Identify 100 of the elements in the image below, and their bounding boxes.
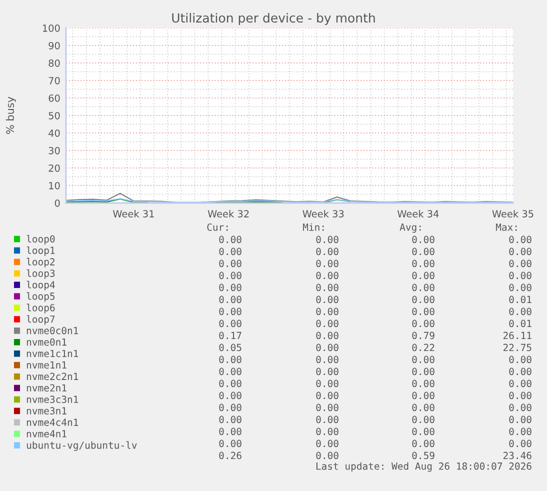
legend-label: nvme3n1 (26, 407, 66, 414)
y-tick-label: 30 (48, 146, 60, 154)
legend-label: loop5 (26, 292, 55, 302)
text: 0.00 (412, 284, 434, 292)
text: 0.00 (219, 260, 242, 268)
text: 0.00 (412, 440, 434, 448)
text: 0.22 (412, 344, 434, 352)
legend-label: nvme3c3n1 (26, 396, 78, 404)
text: 0.00 (219, 296, 242, 304)
legend-label: nvme2n1 (26, 384, 66, 392)
text: 0.00 (509, 284, 532, 292)
text: 0.00 (412, 260, 434, 268)
text: 0.00 (509, 272, 532, 280)
text: 0.00 (412, 356, 434, 364)
text: 0.79 (412, 332, 434, 340)
text: 0.00 (316, 392, 338, 400)
text: Avg: (400, 224, 421, 233)
legend-label: loop7 (26, 315, 55, 325)
x-tick-label: Week 33 (302, 210, 344, 218)
text: 0.00 (509, 368, 532, 376)
text: 0.00 (412, 368, 434, 376)
text: 0.00 (219, 248, 242, 256)
text: 0.00 (316, 272, 338, 280)
text: 0.00 (316, 284, 338, 292)
text: 0.00 (219, 236, 242, 244)
y-tick-label: 60 (48, 94, 60, 102)
text: 0.00 (219, 380, 242, 388)
text: 26.11 (503, 332, 532, 340)
text: 0.00 (316, 356, 338, 364)
legend-label: nvme4n1 (26, 430, 66, 438)
text: 0.00 (509, 392, 532, 400)
text: 0.00 (316, 368, 338, 376)
text: 0.00 (219, 404, 242, 412)
text: 0.00 (316, 452, 338, 460)
text: 0.00 (316, 236, 338, 244)
text: 0.01 (509, 320, 532, 328)
text: Max: (496, 224, 517, 231)
y-axis-title: % busy (6, 96, 16, 134)
text: 0.00 (509, 416, 532, 424)
text: 0.00 (219, 368, 242, 376)
y-tick-label: 100 (42, 24, 60, 32)
legend-label: nvme0n1 (26, 338, 66, 346)
legend-label: loop1 (26, 246, 55, 256)
text: Cur: (207, 223, 228, 231)
text: 0.00 (316, 404, 338, 412)
text: 0.00 (412, 272, 434, 280)
text: Min: (302, 223, 324, 231)
x-tick-label: Week 31 (113, 210, 154, 218)
text: 0.00 (412, 416, 434, 424)
text: 0.00 (509, 260, 532, 268)
text: 0.00 (219, 428, 242, 436)
legend-label: loop0 (26, 235, 55, 244)
y-tick-label: 80 (48, 59, 60, 67)
legend-label: nvme4c4n1 (26, 418, 78, 426)
text: 0.00 (509, 248, 532, 256)
text: 0.00 (219, 308, 242, 316)
legend-label: nvme0c0n1 (26, 326, 78, 334)
legend-label: loop3 (26, 269, 55, 279)
text: 0.00 (219, 440, 242, 448)
text: 0.00 (219, 392, 242, 400)
text: 0.00 (316, 248, 338, 256)
text: 0.00 (412, 248, 434, 256)
text: 0.00 (412, 392, 434, 400)
text: 0.00 (316, 320, 338, 328)
x-tick-label: Week 34 (397, 210, 439, 218)
text: 0.00 (316, 416, 338, 424)
legend-label: ubuntu-vg/ubuntu-lv (26, 441, 137, 451)
text: 0.00 (316, 332, 338, 340)
x-tick-label: Week 32 (208, 210, 249, 218)
text: 0.00 (316, 308, 338, 316)
x-tick-label: Week 35 (492, 210, 534, 218)
text: 0.00 (412, 236, 434, 244)
text: 0.00 (509, 428, 532, 436)
text: 0.26 (219, 452, 242, 460)
text: 0.00 (219, 272, 242, 280)
y-tick-label: 40 (48, 129, 60, 137)
text: 0.00 (509, 356, 532, 364)
text: 0.05 (219, 344, 242, 352)
text: Last update: Wed Aug 26 18:00:07 2026 (316, 462, 532, 472)
text: 0.00 (316, 296, 338, 304)
text: 0.00 (509, 236, 532, 244)
text: 0.00 (316, 380, 338, 388)
text: 0.00 (316, 428, 338, 436)
text: 0.00 (316, 344, 338, 352)
text: 0.00 (509, 308, 532, 316)
legend-label: nvme2c2n1 (26, 372, 78, 380)
y-tick-label: 70 (48, 76, 60, 84)
y-tick-label: 20 (48, 164, 60, 172)
legend-label: nvme1c1n1 (26, 350, 78, 358)
text: 0.00 (509, 440, 532, 448)
text: 0.00 (412, 380, 434, 388)
text: 0.00 (219, 356, 242, 364)
text: 0.00 (509, 404, 532, 412)
legend-label: loop4 (26, 280, 55, 290)
text: 22.75 (503, 344, 532, 352)
text: 0.17 (219, 332, 242, 340)
text: 0.59 (412, 452, 434, 460)
text: 0.00 (316, 260, 338, 268)
text: 0.00 (219, 416, 242, 424)
text: 0.00 (412, 428, 434, 436)
